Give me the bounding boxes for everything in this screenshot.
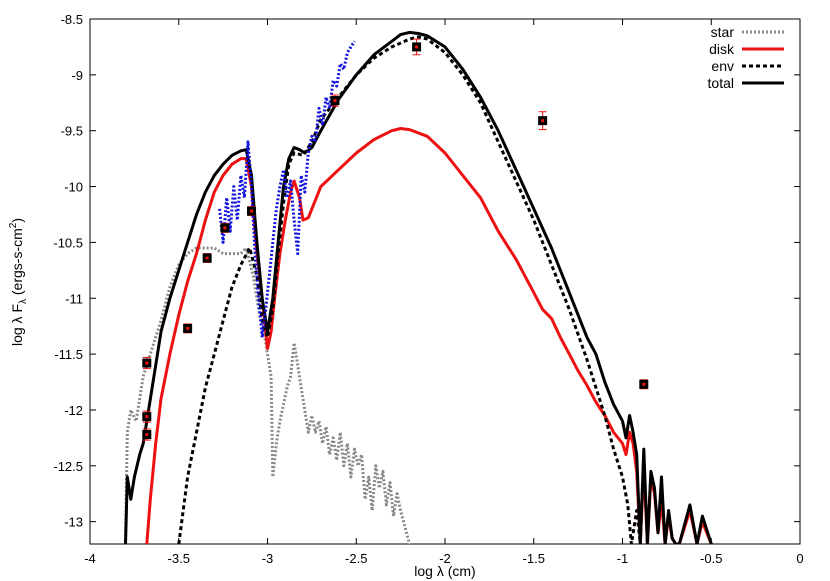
x-tick-label: -3.5 bbox=[168, 551, 190, 566]
x-tick-label: -0.5 bbox=[700, 551, 722, 566]
data-point bbox=[247, 206, 257, 217]
series-line-disk bbox=[145, 127, 713, 544]
y-tick-label: -9.5 bbox=[61, 124, 83, 139]
plot-frame bbox=[89, 18, 801, 545]
point-marker-center bbox=[541, 119, 545, 123]
data-point bbox=[538, 111, 548, 131]
y-tick-label: -13 bbox=[64, 515, 83, 530]
y-tick-label: -11.5 bbox=[54, 347, 83, 362]
point-marker-center bbox=[223, 226, 227, 230]
y-tick-label: -10 bbox=[64, 180, 83, 195]
point-marker-center bbox=[642, 382, 646, 386]
point-marker-center bbox=[145, 433, 149, 437]
x-tick-label: -2 bbox=[439, 551, 451, 566]
x-tick-label: -4 bbox=[84, 551, 96, 566]
data-point bbox=[220, 222, 230, 233]
point-marker-center bbox=[186, 326, 190, 330]
point-marker-center bbox=[145, 415, 149, 419]
axis-ticks: -4 -3.5 -3 -2.5 -2 -1.5 -1 -0.5 0 -8.5 -9 -9.5 -10 -1… bbox=[53, 12, 803, 566]
point-marker-center bbox=[250, 209, 254, 213]
x-tick-label: 0 bbox=[796, 551, 803, 566]
y-tick-label: -11 bbox=[65, 291, 83, 306]
x-tick-label: -3 bbox=[262, 551, 274, 566]
data-points bbox=[142, 38, 649, 441]
point-marker-center bbox=[415, 45, 419, 49]
series-line-overlay bbox=[218, 40, 356, 339]
point-marker-center bbox=[205, 256, 209, 260]
series-layer bbox=[124, 30, 713, 544]
y-tick-label: -10.5 bbox=[53, 235, 83, 250]
series-line-total bbox=[124, 30, 713, 544]
y-tick-label: -12.5 bbox=[53, 459, 83, 474]
data-point bbox=[142, 356, 152, 370]
series-line-env bbox=[177, 35, 642, 544]
x-tick-label: -1 bbox=[617, 551, 629, 566]
point-marker-center bbox=[333, 99, 337, 103]
point-marker-center bbox=[145, 361, 149, 365]
data-point bbox=[142, 410, 152, 423]
y-axis-title: log λ Fλ (ergs-s-cm2) bbox=[8, 218, 29, 346]
x-axis-title: log λ (cm) bbox=[414, 563, 475, 579]
data-point bbox=[412, 38, 422, 56]
legend-label-total: total bbox=[708, 75, 734, 91]
legend-label-env: env bbox=[711, 58, 734, 74]
data-point bbox=[142, 428, 152, 441]
data-point bbox=[183, 323, 193, 334]
series-line-star bbox=[124, 246, 411, 544]
data-point bbox=[639, 379, 649, 390]
y-tick-label: -9 bbox=[71, 68, 83, 83]
y-tick-label: -12 bbox=[64, 403, 83, 418]
y-tick-label: -8.5 bbox=[61, 12, 83, 27]
legend-label-star: star bbox=[711, 24, 735, 40]
x-tick-label: -1.5 bbox=[523, 551, 545, 566]
data-point bbox=[330, 94, 340, 107]
data-point bbox=[202, 253, 212, 264]
x-tick-label: -2.5 bbox=[345, 551, 367, 566]
legend-label-disk: disk bbox=[709, 41, 735, 57]
